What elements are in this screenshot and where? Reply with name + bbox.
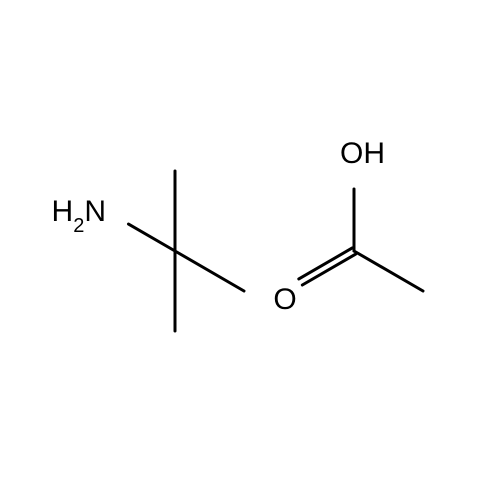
molecule-canvas: H2N OH O: [0, 0, 500, 500]
atom-label: OH: [340, 137, 385, 170]
atom-label: O: [273, 283, 296, 316]
atom-label: H2N: [52, 195, 106, 237]
